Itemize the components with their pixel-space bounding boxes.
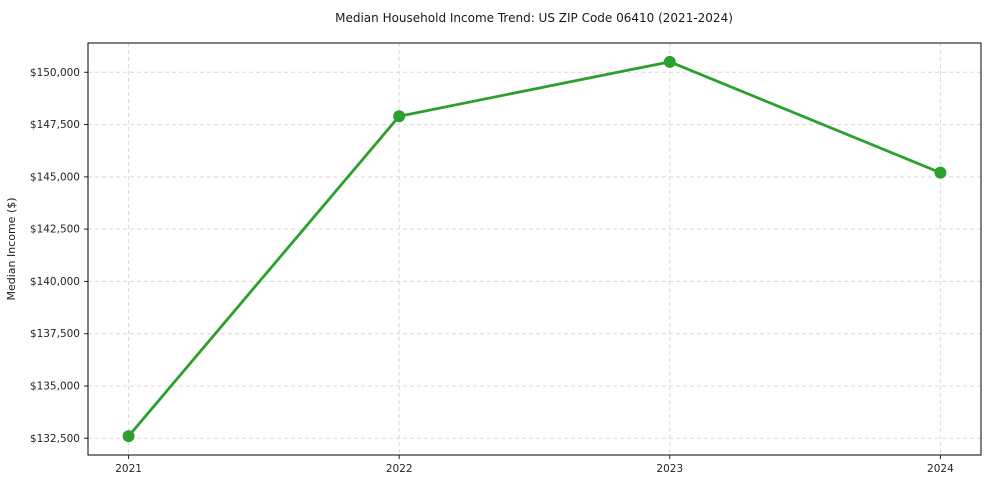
y-tick-label: $147,500 [30,119,80,131]
y-axis-label: Median Income ($) [5,197,18,300]
x-tick-label: 2021 [115,463,142,475]
data-point-marker [122,430,135,443]
axis-ticks: $132,500 $135,000 $137,500 $140,000 $142,500… [30,67,954,475]
grid-lines [88,43,981,455]
x-tick-label: 2023 [656,463,683,475]
chart-title: Median Household Income Trend: US ZIP Co… [335,11,733,25]
income-trend-line [127,60,942,438]
y-tick-label: $150,000 [30,67,80,79]
x-tick-label: 2022 [386,463,413,475]
y-tick-label: $135,000 [30,380,80,392]
y-tick-label: $142,500 [30,224,80,236]
axes-spine-box [87,42,982,456]
y-tick-label: $145,000 [30,171,80,183]
x-tick-label: 2024 [927,463,954,475]
plot-border [87,42,982,456]
y-tick-label: $132,500 [30,433,80,445]
y-tick-label: $140,000 [30,276,80,288]
data-point-marker [393,110,406,123]
data-series [122,55,947,443]
data-point-marker [663,55,676,68]
y-tick-label: $137,500 [30,328,80,340]
data-point-marker [934,166,947,179]
